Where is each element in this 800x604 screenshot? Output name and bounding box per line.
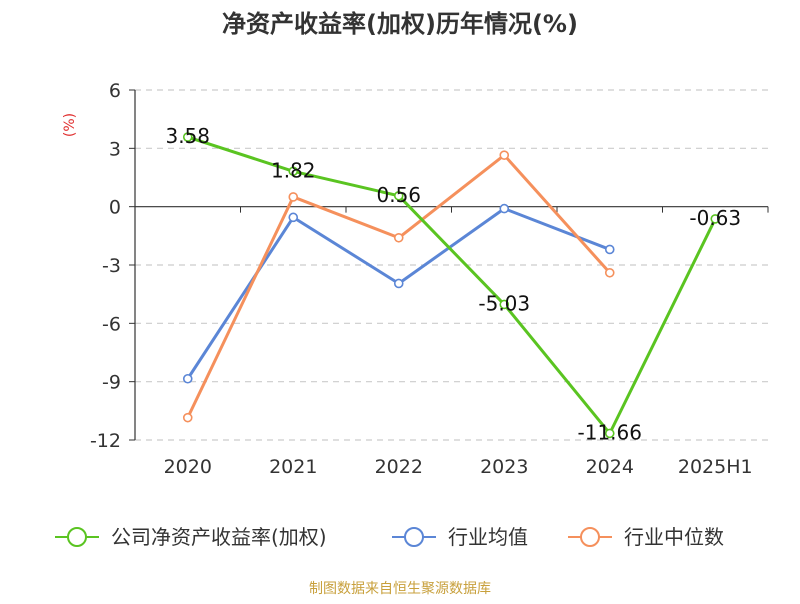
x-tick-label: 2021 xyxy=(269,456,317,478)
y-tick-label: 3 xyxy=(109,138,121,160)
x-tick-label: 2025H1 xyxy=(678,456,753,478)
y-tick-label: -3 xyxy=(102,255,121,277)
series-points xyxy=(182,132,721,439)
data-labels: 3.58 1.82 0.56 -5.03 -11.66 -0.63 xyxy=(165,124,741,444)
data-label: -11.66 xyxy=(578,420,642,444)
x-tick-label: 2022 xyxy=(375,456,423,478)
data-point xyxy=(182,412,193,423)
data-label: 1.82 xyxy=(271,158,316,182)
data-point xyxy=(499,203,510,214)
data-point xyxy=(182,132,193,142)
data-point xyxy=(604,267,615,278)
data-label: 0.56 xyxy=(376,183,421,207)
data-point xyxy=(499,299,510,310)
y-tick-label: -6 xyxy=(102,313,121,335)
grid-lines xyxy=(135,89,768,441)
x-tick-label: 2020 xyxy=(164,456,212,478)
data-point xyxy=(393,232,404,243)
chart-title: 净资产收益率(加权)历年情况(%) xyxy=(222,10,578,38)
data-point xyxy=(393,190,404,201)
series-line-0 xyxy=(187,135,717,435)
legend-label: 行业均值 xyxy=(448,525,528,549)
legend-label: 公司净资产收益率(加权) xyxy=(111,525,327,549)
legend-label: 行业中位数 xyxy=(624,525,724,549)
data-label: 3.58 xyxy=(165,124,210,148)
source-note: 制图数据来自恒生聚源数据库 xyxy=(309,581,491,597)
data-point xyxy=(499,150,510,160)
data-label: -5.03 xyxy=(478,291,530,315)
legend-marker xyxy=(67,527,87,547)
y-tick-label: -12 xyxy=(90,430,121,452)
y-tick-label: -9 xyxy=(102,372,121,394)
data-point xyxy=(710,214,721,224)
y-tick-label: 6 xyxy=(109,80,121,102)
legend-marker xyxy=(580,527,600,547)
x-tick-label: 2024 xyxy=(586,456,634,478)
axes: 6 3 0 -3 -6 -9 -12 2020 2021 2022 2023 2024 2025H1 xyxy=(90,80,769,478)
y-axis-label: (%) xyxy=(62,113,78,137)
data-label: -0.63 xyxy=(689,206,741,230)
data-point xyxy=(288,166,299,177)
data-point xyxy=(604,244,615,255)
legend: 公司净资产收益率(加权) 行业均值 行业中位数 xyxy=(55,525,724,549)
data-point xyxy=(604,428,615,439)
x-tick-label: 2023 xyxy=(480,456,528,478)
data-point xyxy=(288,192,299,202)
y-tick-label: 0 xyxy=(109,197,121,219)
data-point xyxy=(393,278,404,289)
legend-marker xyxy=(404,527,424,547)
data-point xyxy=(182,373,193,384)
series-lines xyxy=(186,135,717,435)
data-point xyxy=(288,212,299,223)
